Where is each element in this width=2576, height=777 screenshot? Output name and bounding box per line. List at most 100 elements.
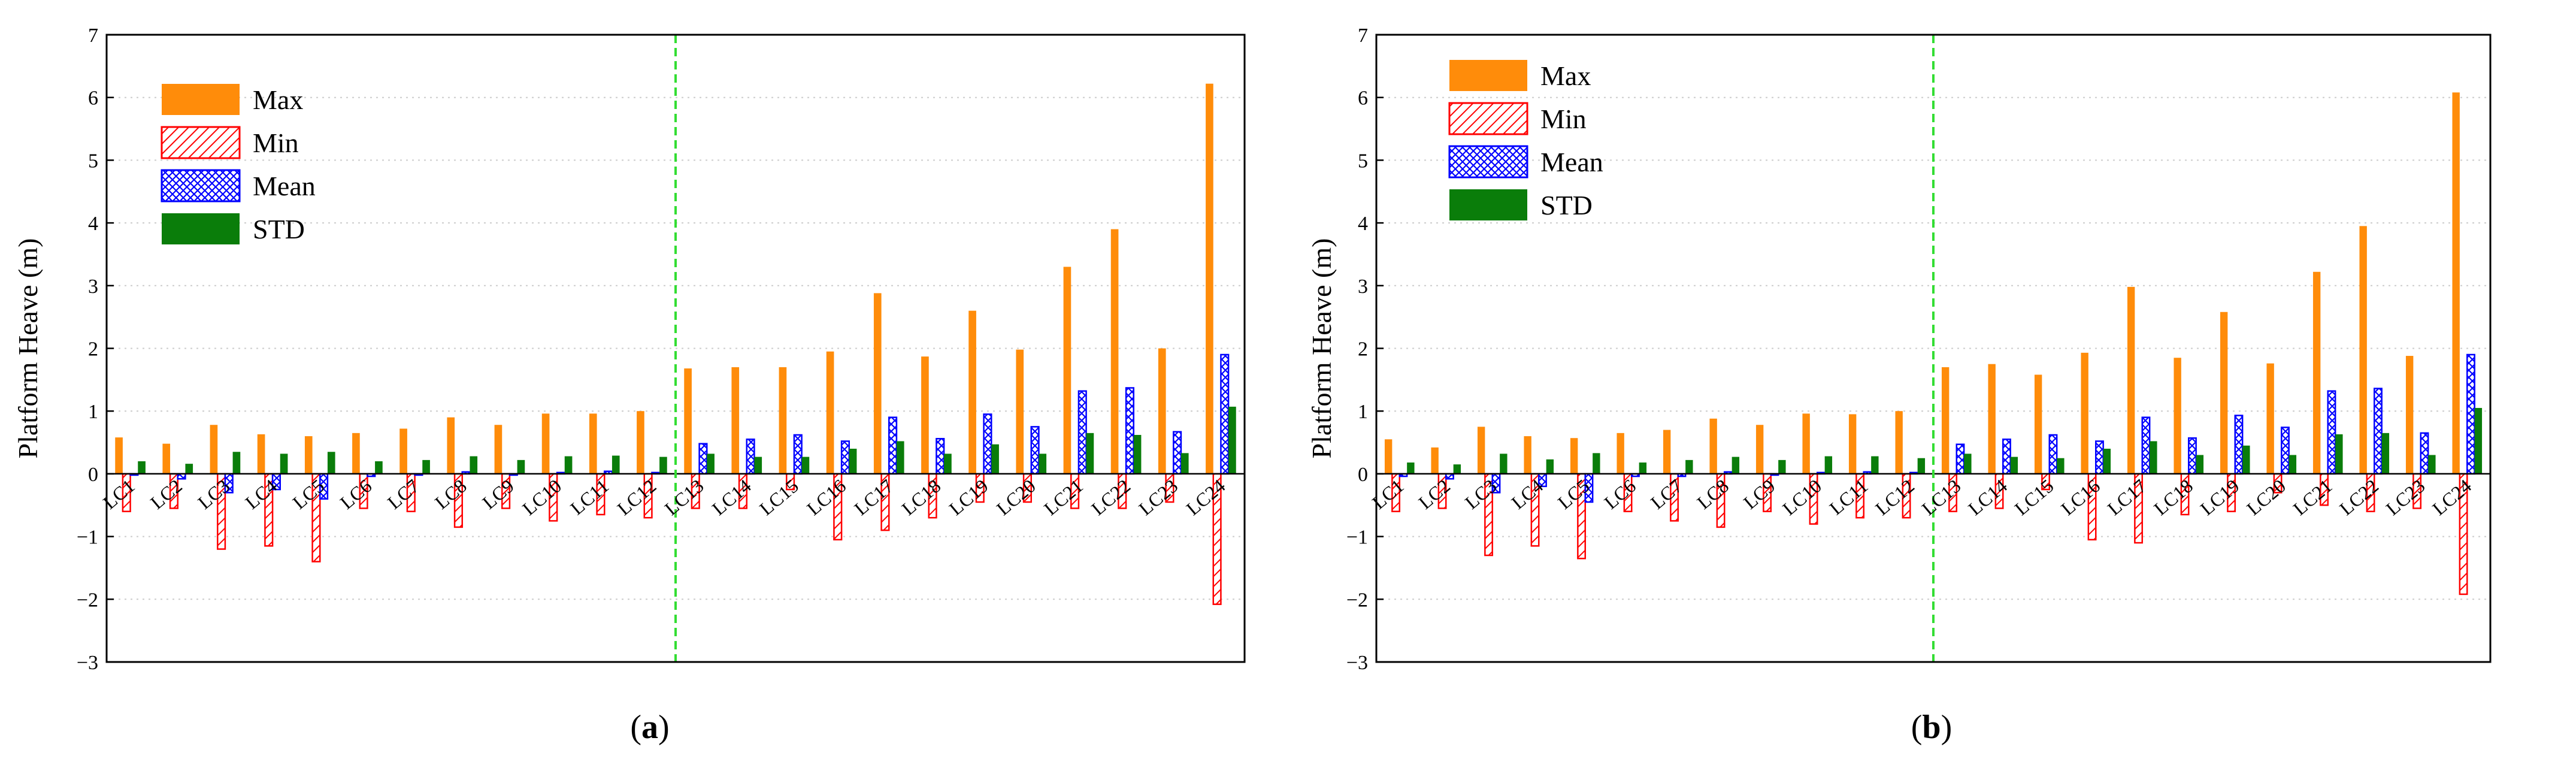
legend-label-mean: Mean: [253, 171, 316, 201]
panel-label: (b): [1911, 709, 1952, 746]
bar-std-lc22: [1133, 434, 1142, 474]
bar-max-lc2: [162, 443, 171, 474]
bar-max-lc2: [1431, 447, 1439, 474]
bar-max-lc12: [637, 411, 644, 474]
bar-std-lc21: [1086, 433, 1094, 474]
bar-std-lc24: [2474, 407, 2483, 474]
y-ticks: −3 −2 −1 0 1 2 3 4 5 6 7: [1346, 25, 1384, 674]
y-tick-label: 2: [88, 338, 98, 361]
bar-std-lc16: [849, 449, 857, 474]
bar-std-lc15: [801, 456, 810, 474]
y-tick-label: 5: [88, 150, 98, 172]
bars: [1384, 92, 2483, 595]
bar-max-lc3: [210, 425, 218, 474]
y-tick-label: 6: [88, 87, 98, 110]
legend-label-min: Min: [1540, 104, 1587, 134]
bar-std-lc23: [2428, 455, 2436, 474]
bar-max-lc16: [826, 351, 834, 474]
bar-mean-lc14: [2002, 439, 2011, 475]
legend: Max Min Mean STD: [1448, 60, 1603, 220]
bar-mean-lc23: [2420, 432, 2429, 475]
bar-std-lc1: [138, 461, 146, 474]
bar-std-lc3: [1500, 453, 1508, 474]
y-tick-label: −2: [77, 589, 98, 611]
bar-std-lc11: [612, 455, 620, 474]
bar-std-lc5: [1593, 453, 1600, 474]
bar-max-lc17: [873, 293, 882, 474]
bar-max-lc15: [779, 367, 787, 474]
legend-label-std: STD: [1540, 190, 1593, 220]
bar-max-lc13: [1941, 367, 1950, 474]
panel-letter: b: [1922, 709, 1941, 746]
y-tick-label: 4: [1358, 213, 1368, 235]
legend-swatch-max: [1449, 60, 1527, 91]
legend-label-min: Min: [253, 128, 299, 158]
y-tick-label: −1: [77, 527, 98, 549]
bar-max-lc24: [1206, 83, 1213, 474]
bar-max-lc14: [1988, 364, 1996, 474]
bar-std-lc20: [1039, 453, 1047, 474]
bar-max-lc13: [684, 368, 692, 474]
bar-mean-lc22: [2374, 388, 2383, 475]
bar-max-lc10: [541, 413, 550, 474]
y-tick-label: 0: [88, 464, 98, 486]
bar-std-lc19: [2242, 445, 2250, 474]
bar-max-lc3: [1477, 427, 1485, 474]
bar-std-lc14: [754, 456, 762, 474]
bar-std-lc6: [1639, 462, 1647, 474]
bar-std-lc9: [517, 459, 525, 474]
bar-max-lc4: [1524, 436, 1531, 474]
bar-std-lc24: [1228, 406, 1236, 474]
bars: [115, 83, 1236, 605]
panel-label: (a): [630, 709, 669, 746]
bar-max-lc21: [1063, 267, 1071, 474]
bar-std-lc20: [2289, 455, 2297, 474]
y-tick-label: 7: [1358, 25, 1368, 47]
bar-mean-lc13: [1956, 443, 1965, 475]
bar-std-lc2: [185, 464, 193, 474]
bar-std-lc7: [422, 459, 430, 474]
bar-mean-lc15: [793, 434, 803, 475]
bar-max-lc7: [399, 428, 407, 474]
bar-max-lc9: [494, 425, 503, 474]
bar-max-lc19: [2220, 312, 2228, 474]
bar-max-lc1: [1384, 439, 1393, 474]
bar-mean-lc24: [1220, 353, 1230, 475]
bar-mean-lc2: [1445, 473, 1454, 480]
bar-mean-lc20: [2281, 427, 2290, 475]
bar-max-lc6: [1617, 433, 1624, 474]
legend: Max Min Mean STD: [161, 84, 316, 244]
legend-swatch-min: [161, 126, 241, 159]
bar-std-lc2: [1453, 464, 1461, 474]
bar-max-lc19: [968, 310, 976, 474]
y-tick-label: 7: [88, 25, 98, 47]
bar-mean-lc14: [746, 439, 755, 475]
bar-std-lc11: [1871, 456, 1879, 474]
bar-max-lc24: [2452, 92, 2460, 474]
bar-max-lc17: [2127, 286, 2135, 474]
bar-max-lc11: [589, 413, 597, 474]
bar-std-lc12: [1917, 458, 1926, 474]
legend-label-mean: Mean: [1540, 147, 1603, 177]
bar-max-lc22: [2359, 226, 2367, 474]
bar-max-lc20: [2266, 363, 2274, 474]
y-tick-label: 0: [1358, 464, 1368, 486]
y-tick-label: 6: [1358, 87, 1368, 110]
legend-swatch-std: [162, 213, 240, 244]
legend-label-max: Max: [1540, 61, 1591, 91]
bar-mean-lc15: [2048, 434, 2058, 475]
bar-std-lc4: [280, 453, 288, 474]
bar-mean-lc21: [2327, 390, 2336, 475]
legend-swatch-mean: [161, 169, 241, 202]
bar-std-lc10: [1824, 456, 1833, 474]
bar-std-lc4: [1546, 459, 1554, 474]
legend-swatch-min: [1448, 102, 1528, 135]
bar-std-lc18: [944, 453, 952, 474]
bar-max-lc8: [447, 417, 455, 474]
bar-max-lc20: [1016, 349, 1024, 474]
bar-max-lc10: [1802, 413, 1810, 474]
bar-mean-lc20: [1030, 426, 1040, 475]
bar-std-lc12: [659, 456, 667, 474]
y-tick-label: 1: [88, 401, 98, 423]
